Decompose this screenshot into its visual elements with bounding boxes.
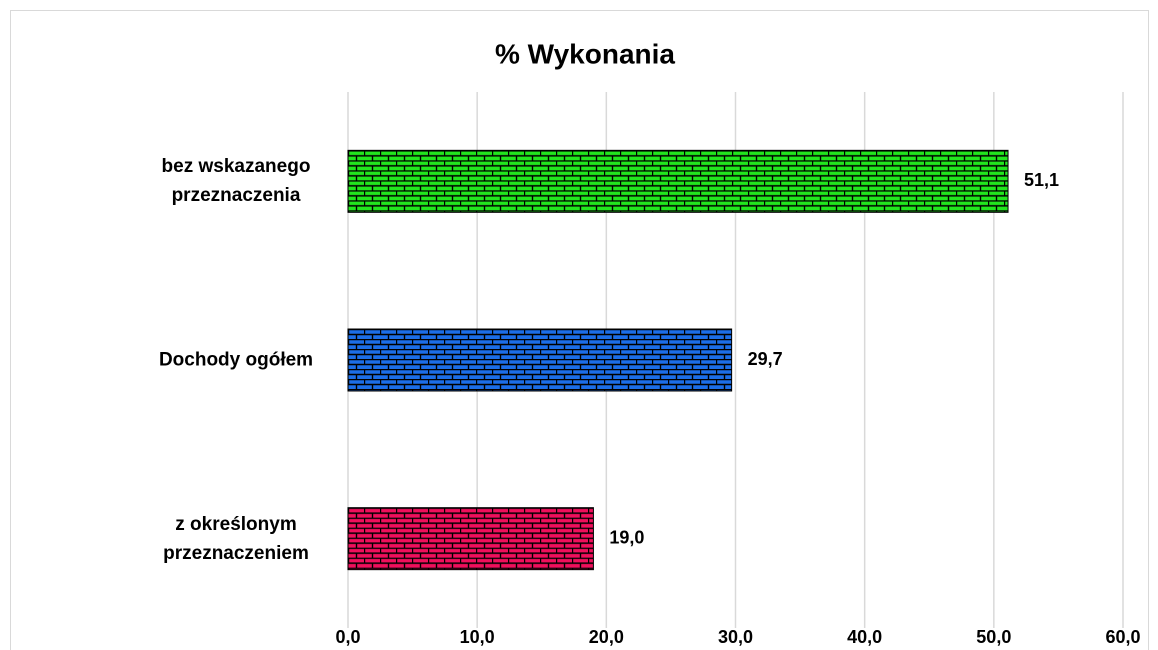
category-label: Dochody ogółem	[158, 349, 314, 371]
bar	[347, 149, 1009, 213]
chart-title: % Wykonania	[495, 38, 675, 69]
data-label: 29,7	[748, 349, 783, 369]
x-tick-label: 0,0	[335, 627, 360, 647]
category-label: bez wskazanego przeznaczenia	[161, 156, 311, 207]
category-label: z określonym przeznaczeniem	[163, 513, 309, 564]
x-tick-label: 40,0	[847, 627, 882, 647]
x-tick-label: 50,0	[976, 627, 1011, 647]
x-tick-label: 20,0	[589, 627, 624, 647]
x-tick-label: 60,0	[1105, 627, 1140, 647]
bar	[347, 328, 733, 392]
chart-frame	[10, 10, 1149, 650]
data-label: 51,1	[1024, 170, 1059, 190]
x-tick-label: 10,0	[460, 627, 495, 647]
x-tick-label: 30,0	[718, 627, 753, 647]
data-label: 19,0	[609, 527, 644, 547]
bar	[347, 507, 594, 571]
